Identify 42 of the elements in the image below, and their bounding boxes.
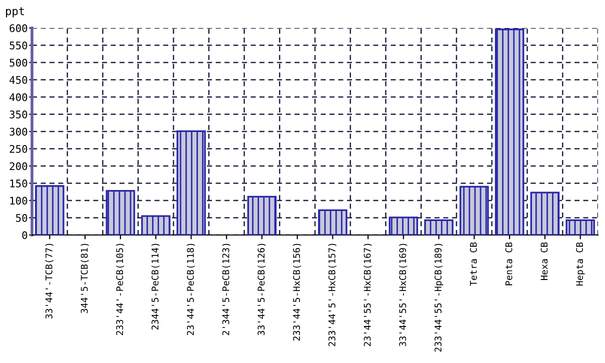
x-tick-label: Hepta CB: [576, 242, 585, 286]
x-tick-label: Hexa CB: [540, 242, 548, 280]
x-tick-label: 33'44'55'-HxCB(169): [399, 244, 408, 346]
bar: [566, 219, 595, 235]
bar: [424, 219, 454, 235]
y-tick-label: 600: [10, 24, 28, 32]
x-tick-label: 233'44'5'-HxCB(157): [328, 244, 336, 346]
x-tick-label: Penta CB: [505, 242, 512, 286]
y-tick-label: 250: [10, 145, 28, 153]
bar: [318, 209, 348, 235]
y-tick-label: 400: [10, 93, 28, 102]
bar: [460, 186, 489, 235]
y-tick-label: 0: [22, 231, 28, 240]
y-axis-title: ppt: [6, 7, 24, 18]
y-tick-label: 350: [10, 110, 28, 118]
x-tick-label: 233'44'5-HxCB(156): [292, 244, 302, 341]
bar: [35, 185, 64, 235]
bar: [494, 28, 524, 235]
x-tick-label: 2344'5-PeCB(114): [151, 244, 160, 330]
x-tick-label: 33'44'-TCB(77): [45, 244, 54, 319]
bar: [176, 130, 206, 235]
y-tick-label: 50: [16, 214, 28, 222]
y-tick-label: 500: [10, 58, 28, 67]
bar: [247, 196, 277, 235]
x-tick-label: 233'44'55'-HpCB(189): [434, 244, 444, 352]
x-tick-label: 23'44'5-PeCB(118): [186, 244, 195, 336]
x-tick-label: 23'44'55'-HxCB(167): [364, 244, 372, 346]
bar: [388, 216, 418, 235]
y-tick-label: 550: [10, 42, 28, 50]
y-tick-label: 100: [10, 196, 28, 205]
bar: [141, 215, 170, 235]
x-tick-label: 33'44'5-PeCB(126): [258, 244, 266, 336]
y-tick-label: 450: [10, 76, 28, 84]
bar: [530, 192, 560, 235]
y-tick-label: 150: [10, 180, 28, 188]
bar: [106, 190, 136, 235]
x-tick-label: Tetra CB: [470, 242, 477, 286]
y-tick-label: 300: [10, 128, 28, 136]
x-tick-label: 2'344'5-PeCB(123): [222, 244, 230, 336]
x-tick-label: 344'5-TCB(81): [80, 244, 89, 314]
y-tick-label: 200: [10, 162, 28, 170]
x-tick-label: 233'44'-PeCB(105): [116, 244, 124, 336]
